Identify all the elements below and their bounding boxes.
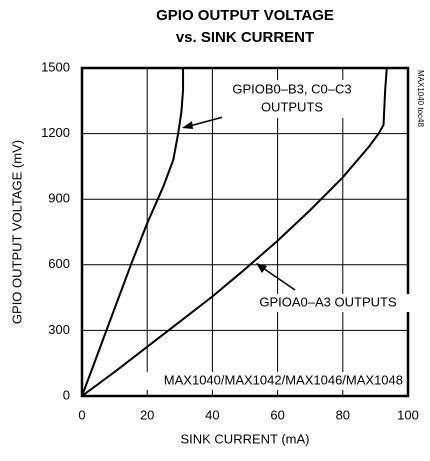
y-tick-label: 300 — [48, 322, 70, 337]
annotation: MAX1040/MAX1042/MAX1046/MAX1048 — [164, 372, 403, 387]
x-tick-label: 20 — [140, 407, 154, 422]
y-tick-label: 1200 — [41, 125, 70, 140]
plot-frame — [80, 66, 410, 398]
x-axis-label: SINK CURRENT (mA) — [180, 431, 309, 446]
line-series — [81, 68, 185, 397]
y-axis-label: GPIO OUTPUT VOLTAGE (mV) — [9, 140, 24, 324]
line-series — [81, 67, 388, 397]
y-tick-label: 900 — [48, 191, 70, 206]
y-tick-label: 1500 — [41, 59, 70, 74]
arrow-head — [256, 263, 267, 273]
label-bg — [128, 372, 406, 390]
arrow-head — [182, 121, 193, 129]
annotation: GPIOA0–A3 OUTPUTS — [259, 294, 397, 309]
x-tick-label: 0 — [78, 407, 85, 422]
x-tick-label: 60 — [270, 407, 284, 422]
chart-title: GPIO OUTPUT VOLTAGE — [156, 7, 334, 24]
x-tick-label: 80 — [336, 407, 350, 422]
label-bg — [242, 294, 414, 312]
label-bg — [222, 80, 362, 118]
annotation: GPIOB0–B3, C0–C3 — [232, 81, 351, 96]
y-tick-label: 0 — [63, 387, 70, 402]
annotation: MAX1040 toc48 — [416, 70, 425, 127]
annotation: OUTPUTS — [261, 99, 323, 114]
y-tick-label: 600 — [48, 256, 70, 271]
x-tick-label: 100 — [397, 407, 419, 422]
chart-title: vs. SINK CURRENT — [176, 29, 314, 46]
x-tick-label: 40 — [205, 407, 219, 422]
